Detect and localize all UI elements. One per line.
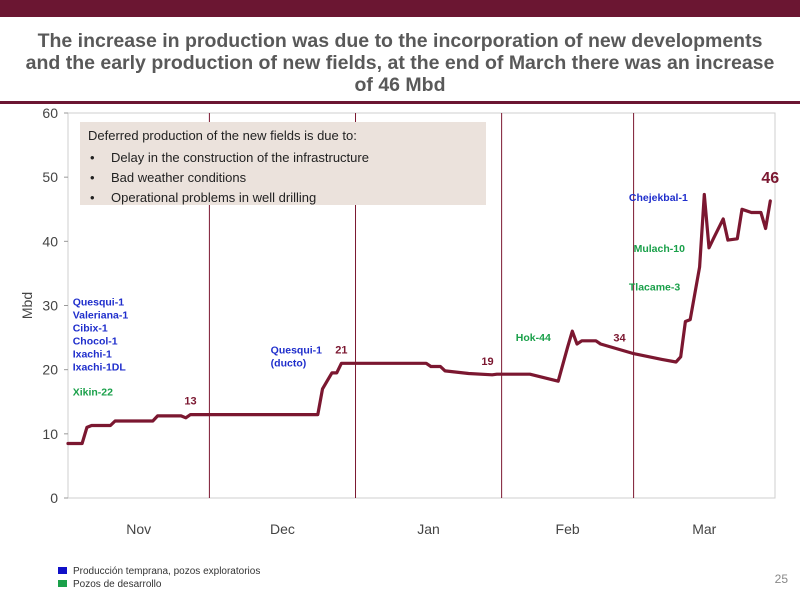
well-label: Hok-44 bbox=[516, 332, 551, 344]
well-label: Xikin-22 bbox=[73, 386, 113, 398]
x-month-label: Feb bbox=[556, 521, 580, 537]
value-label: 13 bbox=[184, 396, 196, 408]
page-number: 25 bbox=[774, 572, 788, 586]
note-heading: Deferred production of the new fields is… bbox=[88, 128, 357, 143]
x-month-label: Nov bbox=[126, 521, 151, 537]
well-label: Chocol-1 bbox=[73, 336, 118, 348]
legend-item: Pozos de desarrollo bbox=[58, 579, 161, 590]
y-tick-label: 50 bbox=[42, 169, 58, 185]
legend-swatch bbox=[58, 579, 67, 587]
x-month-label: Dec bbox=[270, 521, 295, 537]
y-tick-label: 60 bbox=[42, 105, 58, 121]
legend-label: Pozos de desarrollo bbox=[73, 579, 162, 590]
well-label: Chejekbal-1 bbox=[629, 192, 688, 204]
well-label: Quesqui-1 bbox=[73, 297, 125, 309]
x-month-label: Jan bbox=[417, 521, 440, 537]
note-bullet-mark: • bbox=[90, 190, 95, 205]
well-label: Cibix-1 bbox=[73, 323, 108, 335]
value-label: 21 bbox=[335, 344, 347, 356]
y-tick-label: 40 bbox=[42, 233, 58, 249]
note-bullet: Delay in the construction of the infrast… bbox=[111, 150, 369, 165]
y-tick-label: 10 bbox=[42, 426, 58, 442]
note-background bbox=[80, 122, 486, 205]
well-label: Tlacame-3 bbox=[629, 282, 681, 294]
note-bullet: Operational problems in well drilling bbox=[111, 190, 316, 205]
value-label: 19 bbox=[481, 356, 493, 368]
legend-label: Producción temprana, pozos exploratorios bbox=[73, 566, 261, 577]
well-label: Valeriana-1 bbox=[73, 310, 129, 322]
x-month-label: Mar bbox=[692, 521, 716, 537]
well-label: Mulach-10 bbox=[634, 243, 686, 255]
title-divider bbox=[0, 101, 800, 104]
header-bar bbox=[0, 0, 800, 17]
y-tick-label: 0 bbox=[50, 490, 58, 506]
legend-item: Producción temprana, pozos exploratorios bbox=[58, 566, 260, 577]
page-title: The increase in production was due to th… bbox=[25, 30, 775, 96]
well-label: Ixachi-1DL bbox=[73, 362, 127, 374]
y-axis-title: Mbd bbox=[19, 292, 35, 319]
note-box: Deferred production of the new fields is… bbox=[80, 122, 486, 205]
note-bullet: Bad weather conditions bbox=[111, 170, 247, 185]
production-line bbox=[66, 192, 772, 446]
y-tick-label: 20 bbox=[42, 362, 58, 378]
value-label: 34 bbox=[613, 333, 626, 345]
well-label: (ducto) bbox=[271, 358, 307, 370]
well-label: Quesqui-1 bbox=[271, 345, 323, 357]
note-bullet-mark: • bbox=[90, 170, 95, 185]
note-bullet-mark: • bbox=[90, 150, 95, 165]
y-tick-label: 30 bbox=[42, 298, 58, 314]
legend-swatch bbox=[58, 566, 67, 574]
value-label: 46 bbox=[761, 170, 779, 187]
well-label: Ixachi-1 bbox=[73, 349, 112, 361]
